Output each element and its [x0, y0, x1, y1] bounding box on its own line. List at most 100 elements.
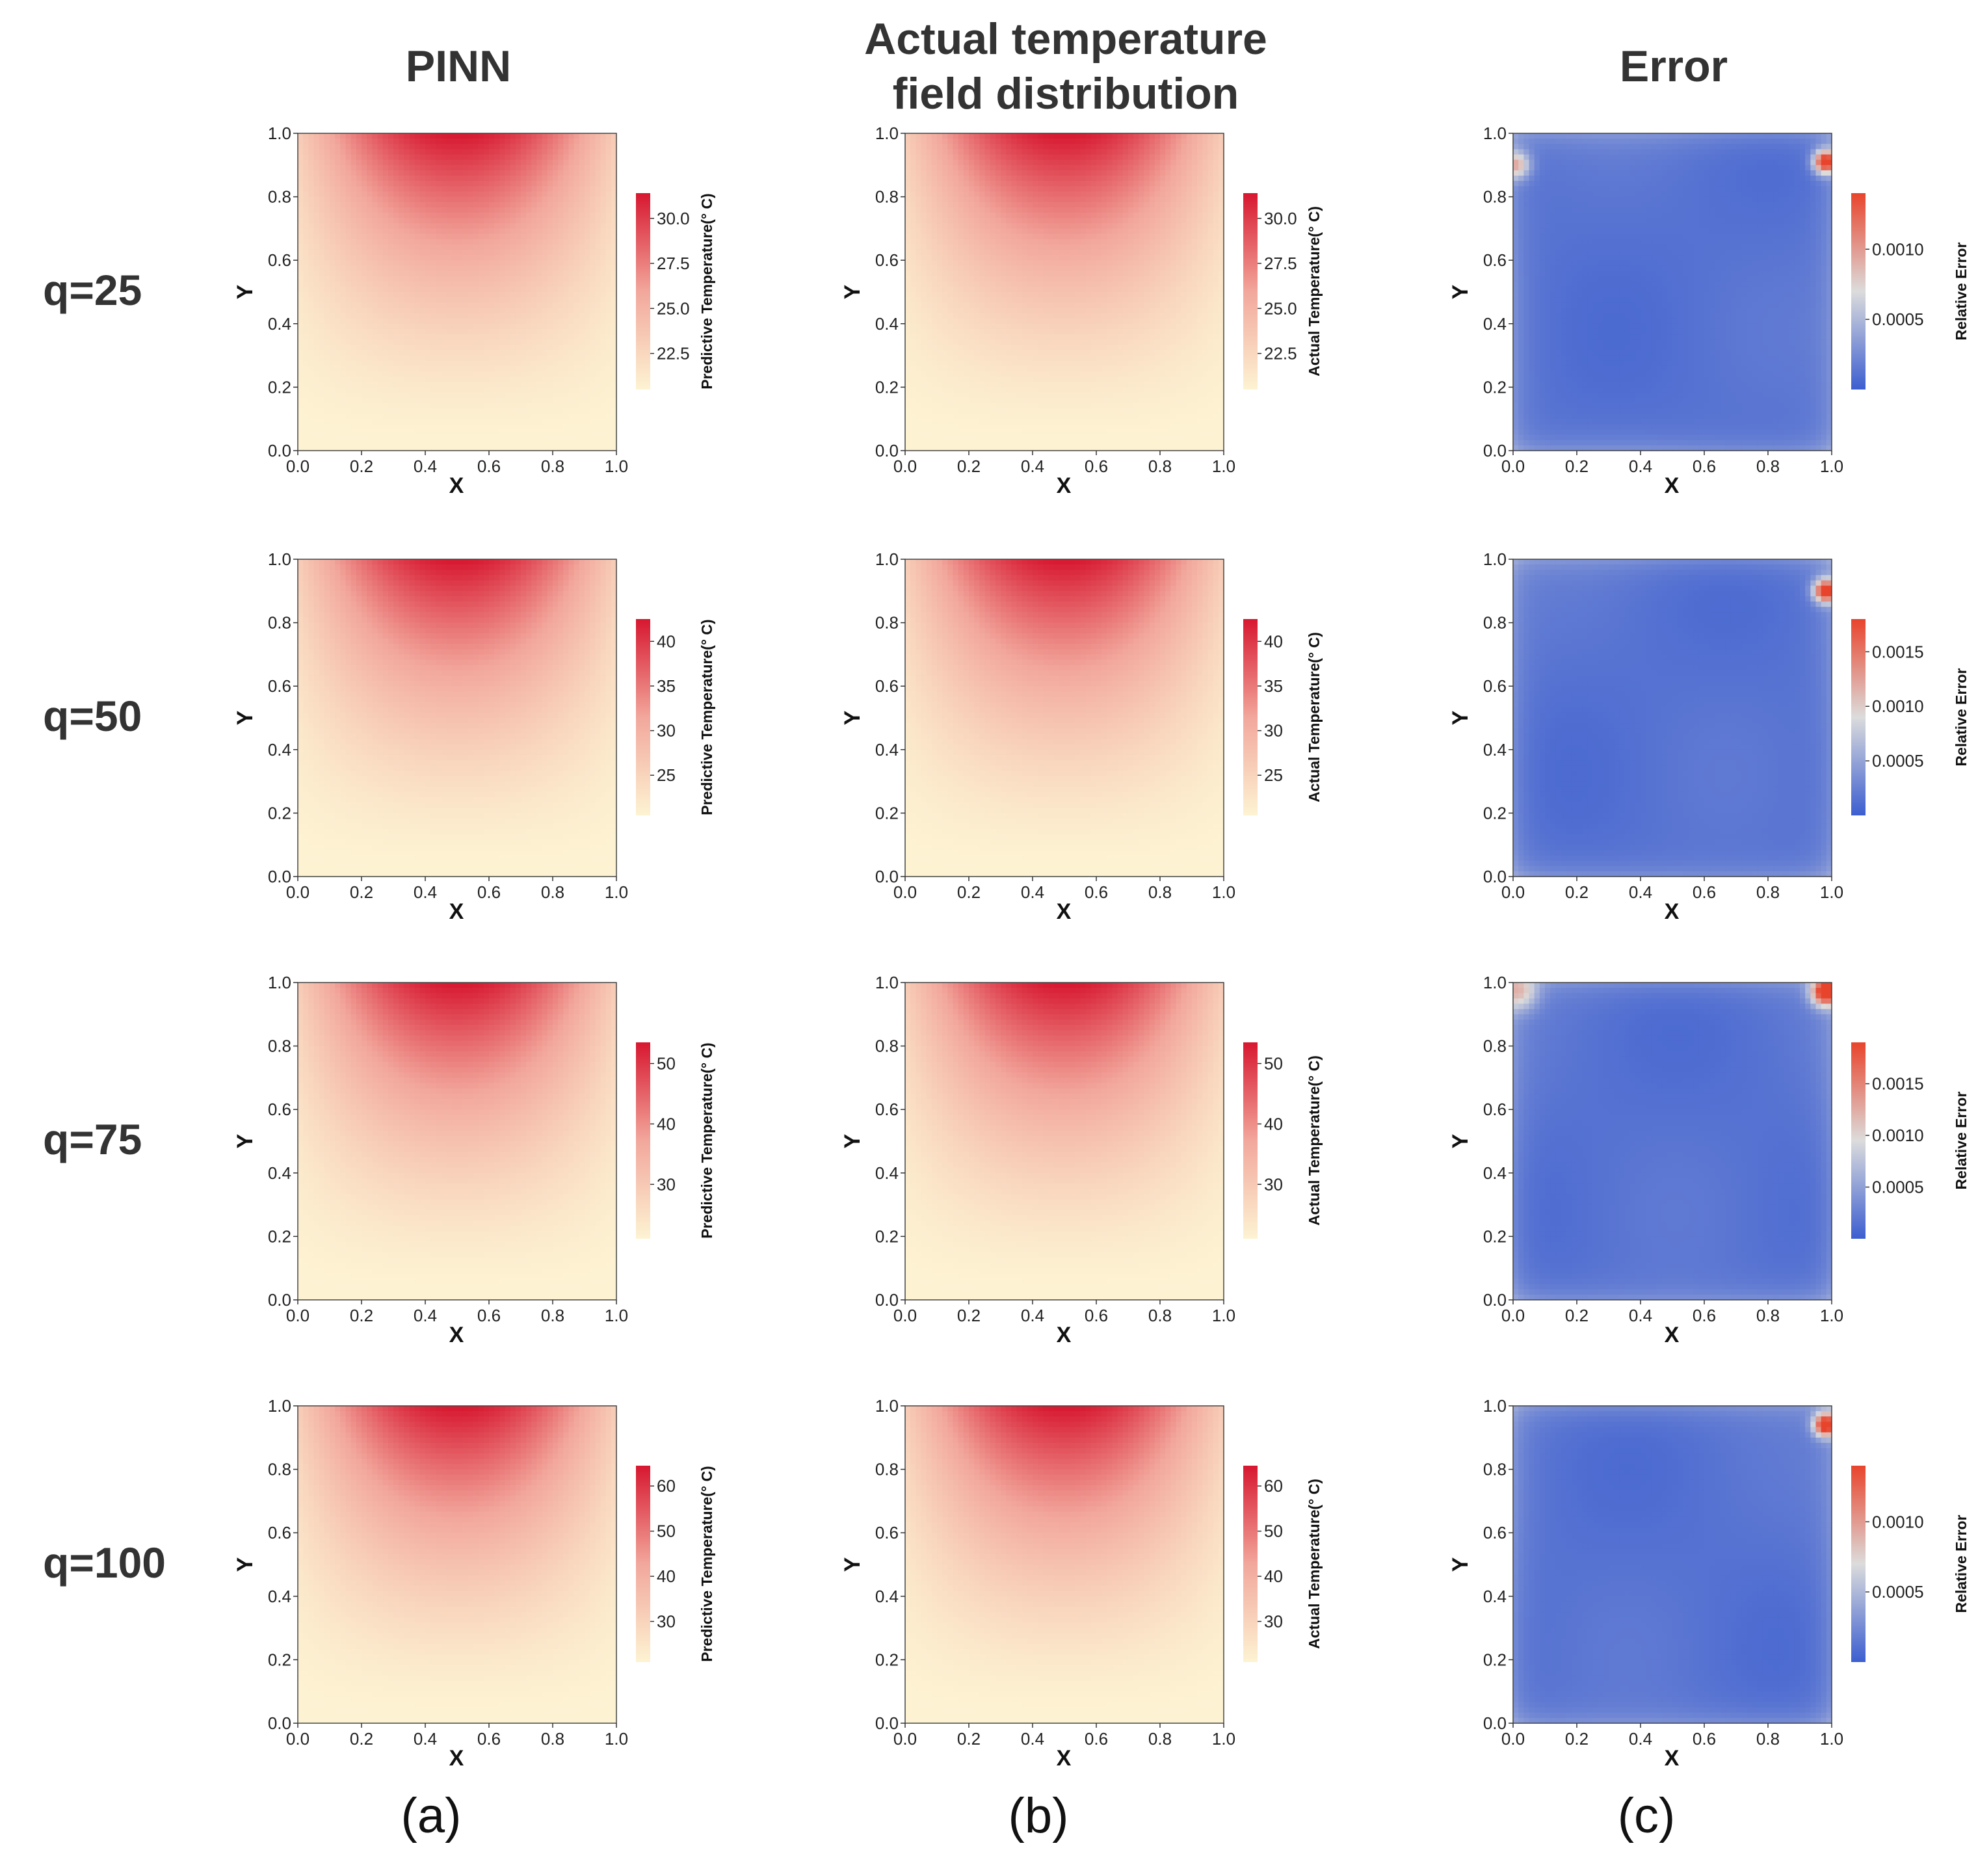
heatmap-cell — [298, 419, 304, 425]
heatmap-cell — [372, 429, 378, 435]
heatmap-cell — [319, 329, 325, 335]
heatmap-cell — [362, 139, 367, 144]
heatmap-cell — [324, 329, 330, 335]
heatmap-cell — [330, 218, 336, 224]
heatmap-cell — [351, 265, 357, 271]
heatmap-cell — [314, 265, 320, 271]
heatmap-cell — [356, 435, 362, 441]
heatmap-cell — [303, 165, 309, 171]
heatmap-cell — [314, 260, 320, 266]
heatmap-cell — [324, 223, 330, 229]
heatmap-cell — [335, 382, 341, 388]
heatmap-cell — [303, 371, 309, 377]
heatmap-cell — [314, 197, 320, 203]
heatmap-cell — [308, 186, 314, 192]
heatmap-cell — [330, 287, 336, 293]
heatmap-cell — [356, 292, 362, 298]
heatmap-cell — [324, 308, 330, 313]
heatmap-cell — [340, 440, 346, 446]
heatmap-cell — [378, 197, 384, 203]
heatmap-cell — [346, 302, 352, 308]
heatmap-cell — [324, 170, 330, 176]
panel-label: (b) — [1009, 1788, 1069, 1843]
heatmap-cell — [308, 350, 314, 356]
heatmap-cell — [383, 271, 389, 276]
heatmap-cell — [346, 144, 352, 150]
heatmap-cell — [324, 244, 330, 250]
heatmap-cell — [367, 334, 373, 340]
heatmap-cell — [303, 244, 309, 250]
heatmap-cell — [303, 213, 309, 218]
heatmap-cell — [367, 265, 373, 271]
heatmap-cell — [383, 181, 389, 187]
heatmap-cell — [372, 408, 378, 414]
heatmap-cell — [383, 282, 389, 287]
heatmap-cell — [351, 244, 357, 250]
heatmap-cell — [346, 218, 352, 224]
heatmap-cell — [303, 324, 309, 330]
heatmap-cell — [346, 308, 352, 313]
heatmap-cell — [340, 377, 346, 382]
heatmap-cell — [372, 186, 378, 192]
heatmap-cell — [303, 271, 309, 276]
heatmap-cell — [319, 414, 325, 419]
heatmap-cell — [346, 329, 352, 335]
heatmap-cell — [330, 165, 336, 171]
heatmap-cell — [308, 149, 314, 155]
heatmap-cell — [314, 202, 320, 208]
row-label: q=75 — [43, 1115, 142, 1163]
heatmap-cell — [383, 356, 389, 362]
heatmap-cell — [324, 319, 330, 324]
heatmap-cell — [340, 255, 346, 261]
heatmap-cell — [351, 308, 357, 313]
heatmap-cell — [367, 403, 373, 409]
heatmap-cell — [356, 371, 362, 377]
heatmap-cell — [356, 302, 362, 308]
heatmap-cell — [378, 319, 384, 324]
heatmap-cell — [335, 361, 341, 367]
heatmap-cell — [356, 429, 362, 435]
heatmap-cell — [356, 329, 362, 335]
heatmap-cell — [388, 218, 394, 224]
heatmap-cell — [356, 350, 362, 356]
heatmap-cell — [351, 255, 357, 261]
heatmap-cell — [308, 144, 314, 150]
heatmap-cell — [335, 435, 341, 441]
heatmap-cell — [346, 265, 352, 271]
heatmap-cell — [324, 218, 330, 224]
heatmap-cell — [308, 387, 314, 393]
heatmap-cell — [362, 228, 367, 234]
heatmap-cell — [362, 324, 367, 330]
heatmap-cell — [298, 271, 304, 276]
heatmap-cell — [383, 144, 389, 150]
heatmap-cell — [351, 176, 357, 181]
heatmap-cell — [356, 186, 362, 192]
heatmap-cell — [308, 170, 314, 176]
heatmap-cell — [314, 334, 320, 340]
heatmap-cell — [324, 287, 330, 293]
heatmap-cell — [298, 308, 304, 313]
heatmap-cell — [303, 287, 309, 293]
heatmap-cell — [335, 350, 341, 356]
heatmap-cell — [346, 155, 352, 161]
heatmap-cell — [308, 393, 314, 399]
heatmap-cell — [378, 356, 384, 362]
heatmap-cell — [324, 265, 330, 271]
heatmap-cell — [298, 393, 304, 399]
heatmap-cell — [362, 213, 367, 218]
heatmap-cell — [340, 419, 346, 425]
heatmap-cell — [298, 144, 304, 150]
heatmap-cell — [346, 382, 352, 388]
heatmap-cell — [330, 339, 336, 345]
heatmap-cell — [367, 202, 373, 208]
heatmap-cell — [335, 186, 341, 192]
heatmap-cell — [388, 271, 394, 276]
heatmap-cell — [340, 234, 346, 240]
heatmap-cell — [330, 313, 336, 319]
heatmap-cell — [330, 398, 336, 404]
heatmap-cell — [372, 419, 378, 425]
heatmap-cell — [330, 234, 336, 240]
heatmap-cell — [356, 191, 362, 197]
heatmap-cell — [335, 419, 341, 425]
heatmap-cell — [346, 244, 352, 250]
